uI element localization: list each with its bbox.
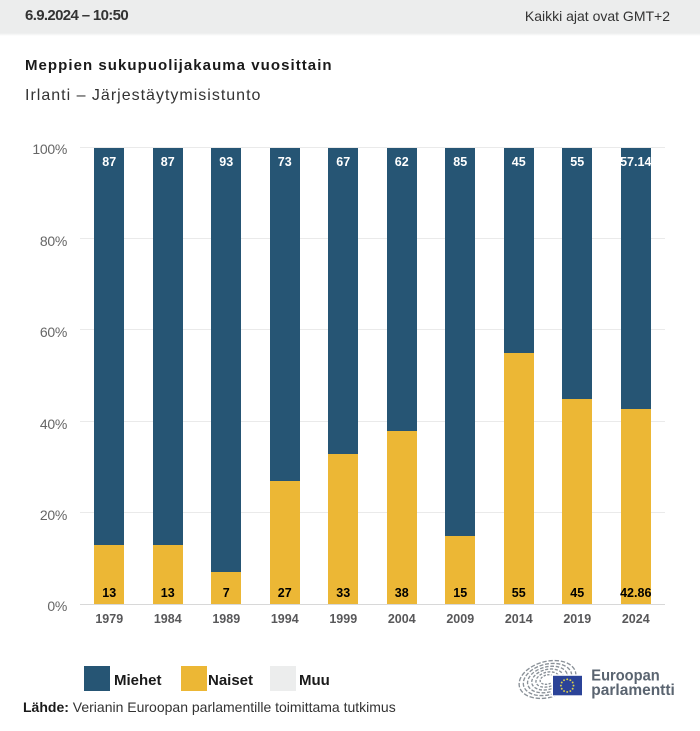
svg-text:parlamentti: parlamentti (591, 682, 675, 699)
svg-text:Euroopan: Euroopan (591, 667, 659, 684)
